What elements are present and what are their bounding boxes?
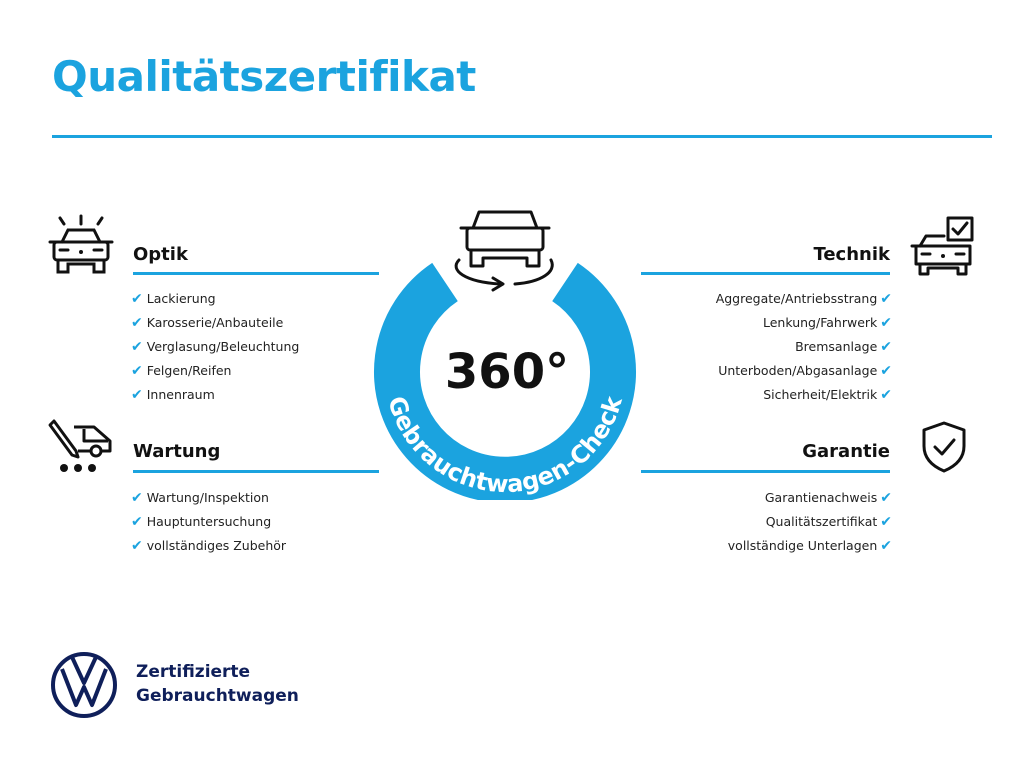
wartung-list: ✔ Wartung/Inspektion ✔ Hauptuntersuchung ✔… <box>131 486 286 558</box>
section-title-wartung: Wartung <box>133 441 221 462</box>
check-icon: ✔ <box>131 291 143 307</box>
list-item: Unterboden/Abgasanlage ✔ <box>718 363 892 379</box>
section-divider <box>641 272 890 275</box>
list-item: ✔ Lackierung <box>131 291 216 307</box>
list-item: ✔ Innenraum <box>131 387 215 403</box>
list-item: Garantienachweis ✔ <box>764 490 892 506</box>
check-icon: ✔ <box>131 315 143 331</box>
check-icon: ✔ <box>880 538 892 554</box>
list-item: vollständige Unterlagen ✔ <box>727 538 892 554</box>
garantie-list: Garantienachweis ✔ Qualitätszertifikat ✔ v… <box>600 486 892 558</box>
page-title: Qualitätszertifikat <box>52 52 476 101</box>
check-icon: ✔ <box>131 514 143 530</box>
check-icon: ✔ <box>880 315 892 331</box>
car-service-icon <box>48 419 112 472</box>
check-icon: ✔ <box>131 387 143 403</box>
list-item: ✔ Verglasung/Beleuchtung <box>131 339 300 355</box>
section-title-garantie: Garantie <box>802 441 890 462</box>
check-icon: ✔ <box>131 490 143 506</box>
list-item: Qualitätszertifikat ✔ <box>765 514 892 530</box>
section-divider <box>133 272 379 275</box>
title-divider <box>52 135 992 138</box>
check-icon: ✔ <box>131 339 143 355</box>
footer-brand-text: Zertifizierte Gebrauchtwagen <box>136 662 299 706</box>
check-icon: ✔ <box>880 387 892 403</box>
optik-list: ✔ Lackierung ✔ Karosserie/Anbauteile ✔ Verg… <box>131 287 299 407</box>
degree-label: 360° <box>445 344 569 400</box>
list-item: ✔ Wartung/Inspektion <box>131 490 269 506</box>
list-item: ✔ Felgen/Reifen <box>131 363 232 379</box>
check-icon: ✔ <box>131 538 143 554</box>
check-icon: ✔ <box>131 363 143 379</box>
technik-list: Aggregate/Antriebsstrang ✔ Lenkung/Fahrwe… <box>600 287 892 407</box>
car-rotate-icon <box>454 210 554 292</box>
vw-logo <box>51 652 117 718</box>
list-item: Aggregate/Antriebsstrang ✔ <box>715 291 892 307</box>
list-item: Bremsanlage ✔ <box>795 339 892 355</box>
check-icon: ✔ <box>880 514 892 530</box>
check-icon: ✔ <box>880 291 892 307</box>
car-lights-icon <box>48 214 114 274</box>
check-icon: ✔ <box>880 363 892 379</box>
ring <box>374 262 636 500</box>
section-divider <box>133 470 379 473</box>
list-item: Sicherheit/Elektrik ✔ <box>763 387 892 403</box>
car-checkbox-icon <box>910 216 974 276</box>
check-360-badge: Gebrauchtwagen-Check 360° <box>374 210 636 500</box>
section-title-technik: Technik <box>813 244 890 265</box>
list-item: ✔ vollständiges Zubehör <box>131 538 287 554</box>
check-icon: ✔ <box>880 339 892 355</box>
list-item: ✔ Hauptuntersuchung <box>131 514 272 530</box>
section-title-optik: Optik <box>133 244 188 265</box>
section-divider <box>641 470 890 473</box>
check-icon: ✔ <box>880 490 892 506</box>
list-item: Lenkung/Fahrwerk ✔ <box>763 315 892 331</box>
list-item: ✔ Karosserie/Anbauteile <box>131 315 284 331</box>
shield-check-icon <box>922 421 966 473</box>
